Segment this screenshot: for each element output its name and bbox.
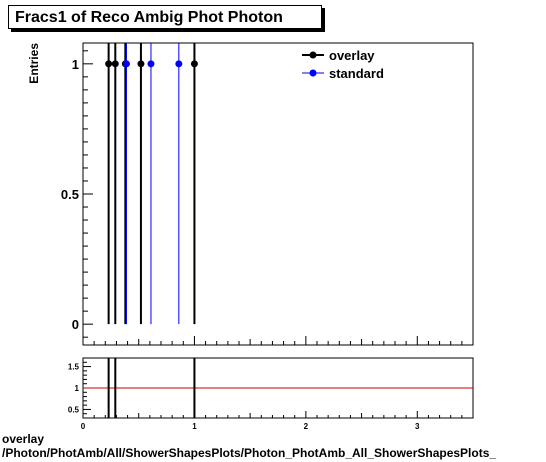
legend-marker	[309, 51, 317, 59]
standard-point	[147, 60, 155, 68]
legend-label-overlay: overlay	[329, 48, 375, 63]
legend-label-standard: standard	[329, 66, 384, 81]
ratio-x-tick-label: 2	[304, 422, 309, 431]
standard-point	[122, 60, 130, 68]
footer-label: overlay	[2, 432, 45, 446]
ratio-y-tick-label: 1	[75, 384, 80, 393]
ratio-x-tick-label: 3	[415, 422, 420, 431]
ratio-y-tick-label: 0.5	[68, 405, 80, 414]
y-tick-label: 0	[72, 317, 79, 332]
overlay-point	[105, 60, 113, 68]
ratio-x-tick-label: 0	[81, 422, 86, 431]
ratio-y-tick-label: 1.5	[68, 363, 80, 372]
chart-title: Fracs1 of Reco Ambig Phot Photon	[8, 5, 322, 29]
overlay-point	[137, 60, 145, 68]
footer-path: /Photon/PhotAmb/All/ShowerShapesPlots/Ph…	[2, 446, 497, 460]
y-tick-label: 0.5	[61, 187, 79, 202]
ratio-x-tick-label: 1	[192, 422, 197, 431]
y-axis-label: Entries	[27, 43, 41, 84]
y-tick-label: 1	[72, 57, 79, 72]
overlay-point	[111, 60, 119, 68]
legend-marker	[309, 69, 317, 77]
standard-point	[175, 60, 183, 68]
overlay-point	[190, 60, 198, 68]
